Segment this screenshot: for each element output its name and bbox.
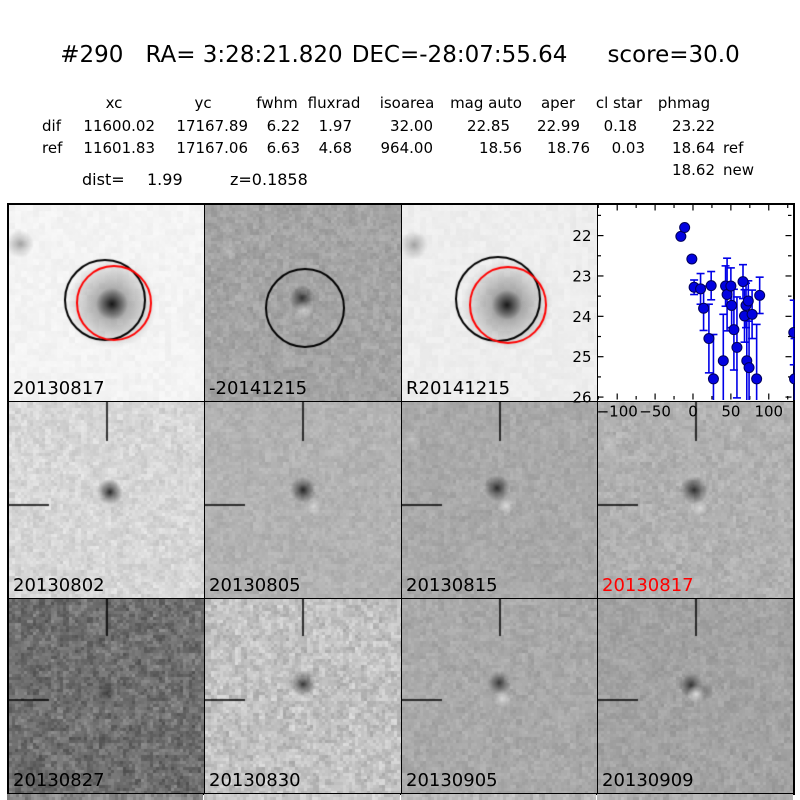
table-cell: 964.00 — [380, 139, 434, 157]
cutout-date-label: 20130905 — [406, 770, 498, 791]
table-cell: 22.85 — [467, 117, 510, 135]
table-cell: 6.63 — [266, 139, 300, 157]
cutout-image — [205, 402, 401, 598]
table-cell: 18.76 — [547, 139, 590, 157]
phmag-new-tag: new — [723, 161, 755, 179]
cutout-date-label: 20130830 — [209, 770, 301, 791]
table-cell: 17167.06 — [176, 139, 248, 157]
table-cell: 11601.83 — [83, 139, 155, 157]
dist-label: dist= — [82, 170, 125, 189]
column-header: fwhm — [256, 94, 298, 112]
cutout-image — [402, 402, 597, 598]
table-cell: 4.68 — [318, 139, 352, 157]
cutout-20130817-diff: 20130817 — [597, 401, 794, 599]
cutout-20130815: 20130815 — [401, 401, 598, 599]
cutout-image — [402, 599, 597, 793]
row-label-dif: dif — [42, 117, 61, 135]
table-cell: 11600.02 — [83, 117, 155, 135]
column-header: fluxrad — [307, 94, 361, 112]
row-label-ref: ref — [42, 139, 63, 157]
table-cell: 6.22 — [266, 117, 300, 135]
phmag-new-value: 18.62 — [672, 161, 715, 179]
cutout-image — [598, 599, 793, 793]
cutout-date-label: R20141215 — [406, 378, 511, 399]
cutout-image — [401, 794, 596, 800]
cutout-date-label: 20130805 — [209, 575, 301, 596]
table-cell: 0.03 — [611, 139, 645, 157]
column-header: yc — [194, 94, 212, 112]
dist-value: 1.99 — [147, 170, 183, 189]
table-cell: 1.97 — [318, 117, 352, 135]
cutout-date-label: 20130827 — [13, 770, 105, 791]
cutout-image — [9, 402, 204, 598]
column-header: cl star — [595, 94, 643, 112]
cutout-image — [597, 794, 793, 800]
table-cell: 18.56 — [479, 139, 522, 157]
column-header: xc — [105, 94, 123, 112]
ra-value: RA= 3:28:21.820 — [145, 42, 343, 68]
column-header: isoarea — [379, 94, 435, 112]
cutout-date-label-highlighted: 20130817 — [602, 575, 694, 596]
column-header: phmag — [657, 94, 711, 112]
cutout-image — [204, 794, 400, 800]
cutout-image — [9, 599, 204, 793]
cutout-20130905: 20130905 — [401, 598, 598, 794]
table-cell: 23.22 — [672, 117, 715, 135]
cutout-20130909: 20130909 — [597, 598, 794, 794]
cutout-20130827: 20130827 — [8, 598, 205, 794]
redshift-value: z=0.1858 — [230, 170, 308, 189]
cutout-date-label: 20130802 — [13, 575, 105, 596]
table-cell: 0.18 — [603, 117, 637, 135]
page-title: #290 RA= 3:28:21.820 DEC=-28:07:55.64 sc… — [0, 42, 800, 68]
cutout-20130830: 20130830 — [204, 598, 402, 794]
cutout-image — [7, 794, 203, 800]
column-header: mag auto — [450, 94, 522, 112]
score-value: score=30.0 — [607, 42, 740, 68]
cutout-20130805: 20130805 — [204, 401, 402, 599]
cutout-date-label: 20130817 — [13, 378, 105, 399]
cutout-20130802: 20130802 — [8, 401, 205, 599]
cutout-image — [402, 205, 597, 401]
cutout-date-label: -20141215 — [209, 378, 308, 399]
cutout-ref-20141215: R20141215 — [401, 204, 598, 402]
cutout-image — [205, 599, 401, 793]
column-header: aper — [540, 94, 576, 112]
cutout-grid: 20130817 -20141215 R20141215 20130802 20… — [7, 203, 795, 795]
cutout-image — [205, 205, 401, 401]
cutout-date-label: 20130909 — [602, 770, 694, 791]
partial-next-row-strip — [7, 794, 793, 800]
table-cell: 17167.89 — [176, 117, 248, 135]
lightcurve-plot — [597, 204, 794, 402]
cutout-new-20130817: 20130817 — [8, 204, 205, 402]
table-cell: 22.99 — [537, 117, 580, 135]
table-cell: 18.64 — [672, 139, 715, 157]
cutout-diff-20141215: -20141215 — [204, 204, 402, 402]
cutout-image — [9, 205, 204, 401]
phmag-ref-tag: ref — [723, 139, 744, 157]
cutout-date-label: 20130815 — [406, 575, 498, 596]
candidate-id: #290 — [60, 42, 124, 68]
dec-value: DEC=-28:07:55.64 — [351, 42, 568, 68]
table-cell: 32.00 — [390, 117, 433, 135]
cutout-image — [598, 402, 793, 598]
